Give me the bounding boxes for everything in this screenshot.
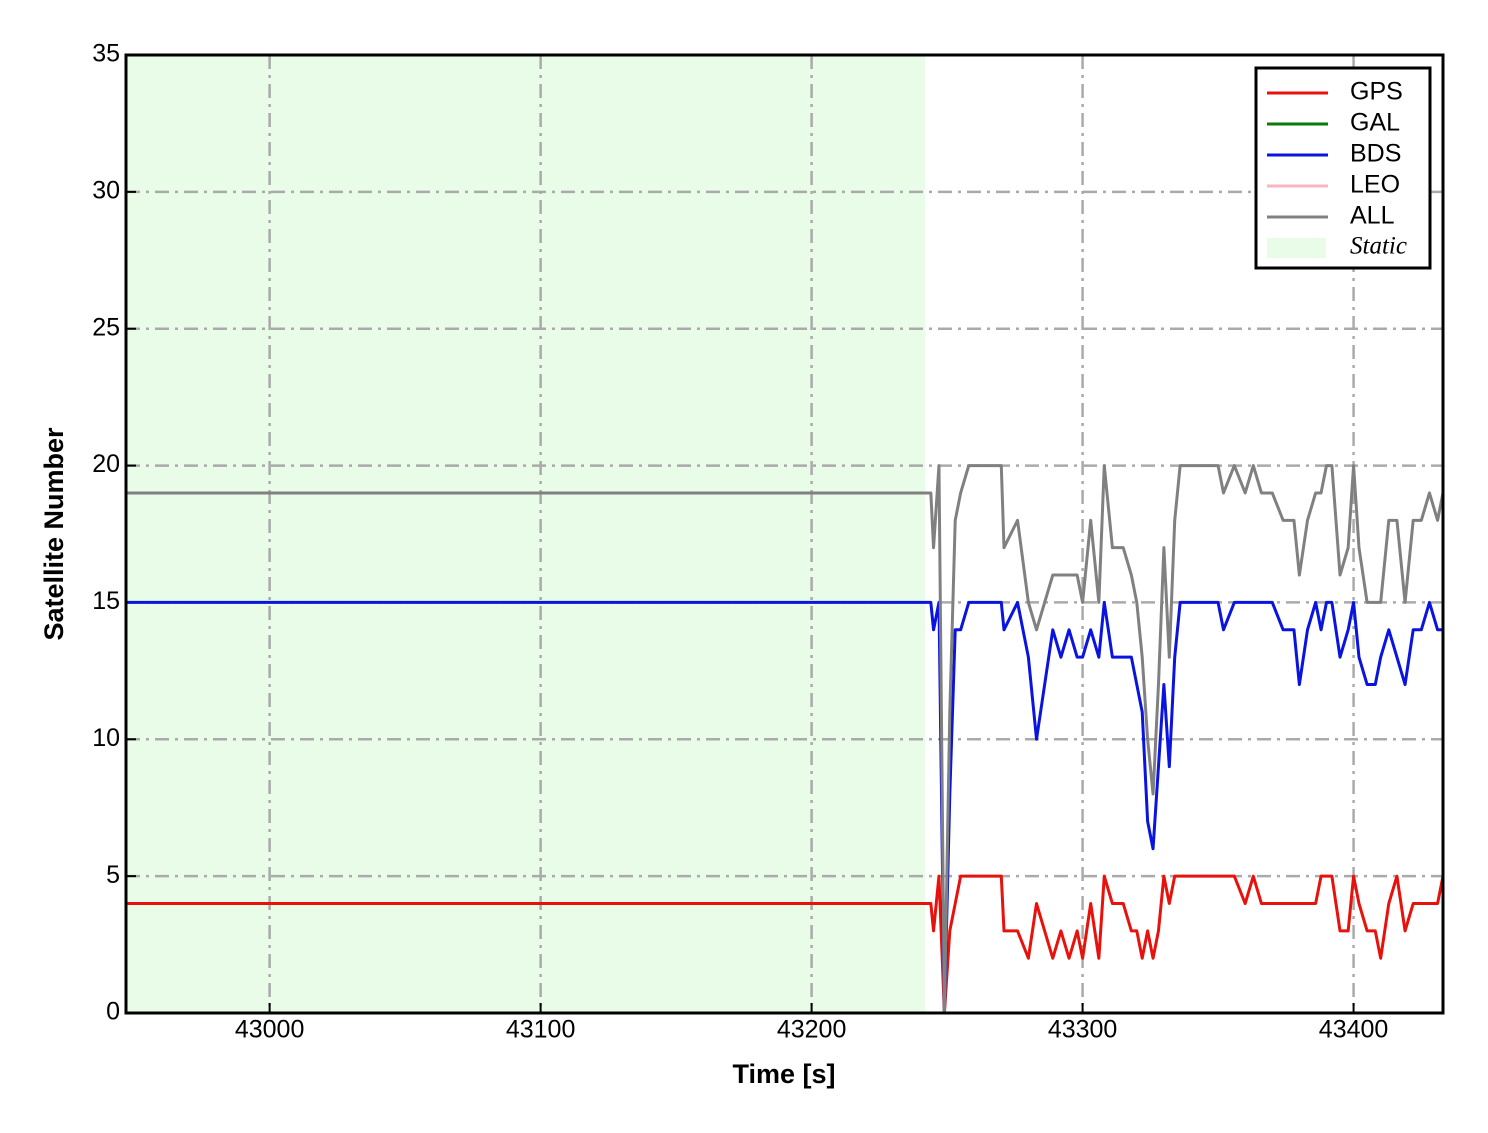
legend-label: GAL [1350,109,1400,137]
x-axis-label: Time [s] [732,1059,835,1089]
y-tick-label: 20 [92,450,120,478]
y-tick-label: 25 [92,313,120,341]
series-line [126,874,1445,1015]
series-line [126,600,1443,1015]
y-tick-label: 35 [92,40,120,68]
y-tick-label: 15 [92,587,120,615]
x-tick-label: 43200 [777,1016,847,1044]
legend-label: Static [1350,233,1407,260]
y-tick-label: 10 [92,724,120,752]
static-span [126,55,926,1013]
y-tick-label: 5 [106,861,120,889]
series-line [126,464,1445,1015]
y-axis-label: Satellite Number [39,427,69,641]
legend-label: GPS [1350,78,1403,106]
x-tick-label: 43400 [1319,1016,1389,1044]
legend-label: ALL [1350,202,1395,230]
legend-label: BDS [1350,140,1401,168]
x-tick-label: 43000 [235,1016,305,1044]
plot-frame [124,53,1445,1015]
y-tick-label: 30 [92,176,120,204]
x-tick-label: 43100 [506,1016,576,1044]
legend-swatch [1267,238,1326,258]
y-tick-label: 0 [106,998,120,1026]
legend-label: LEO [1350,171,1400,199]
x-tick-label: 43300 [1048,1016,1118,1044]
legend-box [1254,66,1432,270]
